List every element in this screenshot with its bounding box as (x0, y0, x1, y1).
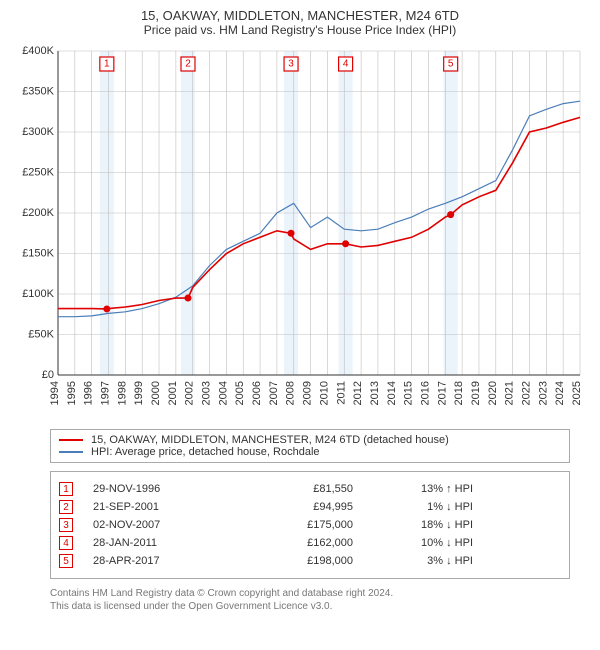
chart-area: £0 £50K £100K £150K £200K £250K £300K £350K £400… (10, 43, 590, 423)
svg-text:£100K: £100K (22, 288, 54, 300)
svg-text:£400K: £400K (22, 45, 54, 57)
sale-price: £175,000 (243, 519, 353, 531)
legend-row-2: HPI: Average price, detached house, Roch… (59, 446, 561, 458)
svg-text:2009: 2009 (302, 381, 314, 405)
svg-text:2015: 2015 (403, 381, 415, 405)
svg-text:2024: 2024 (554, 381, 566, 405)
sale-pct: 3% ↓ HPI (353, 555, 473, 567)
svg-text:1998: 1998 (116, 381, 128, 405)
svg-text:2016: 2016 (419, 381, 431, 405)
chart-container: 15, OAKWAY, MIDDLETON, MANCHESTER, M24 6… (0, 0, 600, 650)
svg-text:2020: 2020 (487, 381, 499, 405)
svg-text:2019: 2019 (470, 381, 482, 405)
sale-price: £198,000 (243, 555, 353, 567)
legend-row-1: 15, OAKWAY, MIDDLETON, MANCHESTER, M24 6… (59, 434, 561, 446)
svg-text:2000: 2000 (150, 381, 162, 405)
legend-label-1: 15, OAKWAY, MIDDLETON, MANCHESTER, M24 6… (91, 434, 449, 446)
svg-text:£0: £0 (42, 369, 54, 381)
legend-label-2: HPI: Average price, detached house, Roch… (91, 446, 320, 458)
svg-text:2025: 2025 (571, 381, 583, 405)
svg-text:2010: 2010 (318, 381, 330, 405)
sale-row: 4 28-JAN-2011£162,00010% ↓ HPI (59, 536, 561, 550)
sale-date: 21-SEP-2001 (93, 501, 243, 513)
svg-text:£350K: £350K (22, 86, 54, 98)
sale-date: 28-APR-2017 (93, 555, 243, 567)
svg-text:2014: 2014 (386, 381, 398, 405)
sale-row: 5 28-APR-2017£198,0003% ↓ HPI (59, 554, 561, 568)
svg-text:2023: 2023 (537, 381, 549, 405)
legend: 15, OAKWAY, MIDDLETON, MANCHESTER, M24 6… (50, 429, 570, 463)
sale-price: £162,000 (243, 537, 353, 549)
sale-row: 2 21-SEP-2001£94,9951% ↓ HPI (59, 500, 561, 514)
legend-line-2 (59, 451, 83, 453)
svg-text:2001: 2001 (167, 381, 179, 405)
legend-line-1 (59, 439, 83, 441)
svg-text:2002: 2002 (184, 381, 196, 405)
sale-pct: 1% ↓ HPI (353, 501, 473, 513)
sale-pct: 13% ↑ HPI (353, 483, 473, 495)
svg-text:2013: 2013 (369, 381, 381, 405)
svg-text:2021: 2021 (504, 381, 516, 405)
title-line-2: Price paid vs. HM Land Registry's House … (10, 23, 590, 37)
svg-text:£200K: £200K (22, 207, 54, 219)
footer-line-1: Contains HM Land Registry data © Crown c… (50, 587, 570, 600)
footer: Contains HM Land Registry data © Crown c… (50, 587, 570, 613)
sales-table: 1 29-NOV-1996£81,55013% ↑ HPI 2 21-SEP-2001… (50, 471, 570, 579)
svg-text:2007: 2007 (268, 381, 280, 405)
svg-text:£300K: £300K (22, 126, 54, 138)
sale-date: 28-JAN-2011 (93, 537, 243, 549)
svg-text:3: 3 (288, 59, 294, 70)
svg-text:1994: 1994 (49, 381, 61, 405)
svg-text:2011: 2011 (335, 381, 347, 405)
svg-text:2003: 2003 (201, 381, 213, 405)
svg-text:1997: 1997 (100, 381, 112, 405)
sale-marker-icon: 4 (59, 536, 73, 550)
svg-text:£50K: £50K (28, 329, 54, 341)
sale-row: 3 02-NOV-2007£175,00018% ↓ HPI (59, 518, 561, 532)
sale-pct: 18% ↓ HPI (353, 519, 473, 531)
svg-text:£250K: £250K (22, 167, 54, 179)
sale-row: 1 29-NOV-1996£81,55013% ↑ HPI (59, 482, 561, 496)
svg-text:2012: 2012 (352, 381, 364, 405)
footer-line-2: This data is licensed under the Open Gov… (50, 600, 570, 613)
svg-text:2022: 2022 (520, 381, 532, 405)
svg-text:2004: 2004 (217, 381, 229, 405)
svg-text:£150K: £150K (22, 248, 54, 260)
svg-text:2018: 2018 (453, 381, 465, 405)
svg-text:1999: 1999 (133, 381, 145, 405)
svg-text:5: 5 (448, 59, 454, 70)
svg-text:2017: 2017 (436, 381, 448, 405)
sale-pct: 10% ↓ HPI (353, 537, 473, 549)
svg-text:1996: 1996 (83, 381, 95, 405)
sale-marker-icon: 3 (59, 518, 73, 532)
sale-price: £94,995 (243, 501, 353, 513)
svg-text:4: 4 (343, 59, 349, 70)
title-line-1: 15, OAKWAY, MIDDLETON, MANCHESTER, M24 6… (10, 8, 590, 23)
sale-marker-icon: 1 (59, 482, 73, 496)
sale-marker-icon: 5 (59, 554, 73, 568)
svg-text:2: 2 (185, 59, 191, 70)
sale-date: 02-NOV-2007 (93, 519, 243, 531)
line-chart-svg: £0 £50K £100K £150K £200K £250K £300K £350K £400… (10, 43, 590, 423)
svg-text:1: 1 (104, 59, 110, 70)
svg-text:2006: 2006 (251, 381, 263, 405)
sale-marker-icon: 2 (59, 500, 73, 514)
svg-text:1995: 1995 (66, 381, 78, 405)
svg-text:2005: 2005 (234, 381, 246, 405)
sale-price: £81,550 (243, 483, 353, 495)
sale-date: 29-NOV-1996 (93, 483, 243, 495)
svg-text:2008: 2008 (285, 381, 297, 405)
